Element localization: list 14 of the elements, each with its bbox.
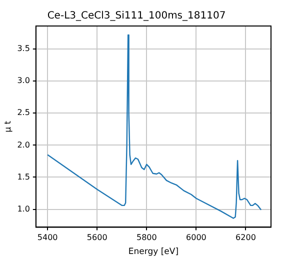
y-tick-label: 2.5 [17,108,30,118]
x-tick-label: 5400 [37,233,58,242]
x-axis-title: Energy [eV] [128,247,179,258]
x-tick-label: 5600 [86,233,108,242]
x-tick-label: 5800 [136,233,157,242]
x-tick-label: 6000 [186,233,206,242]
y-tick-label: 2.0 [17,140,30,150]
x-tick-label: 6200 [236,233,256,242]
y-axis-title: μ t [3,120,14,132]
chart-title: Ce-L3_CeCl3_Si111_100ms_181107 [47,10,226,22]
y-tick-label: 3.5 [17,44,30,54]
y-tick-label: 1.5 [17,172,30,182]
y-tick-label: 3.0 [17,76,30,86]
y-tick-label: 1.0 [17,204,30,214]
